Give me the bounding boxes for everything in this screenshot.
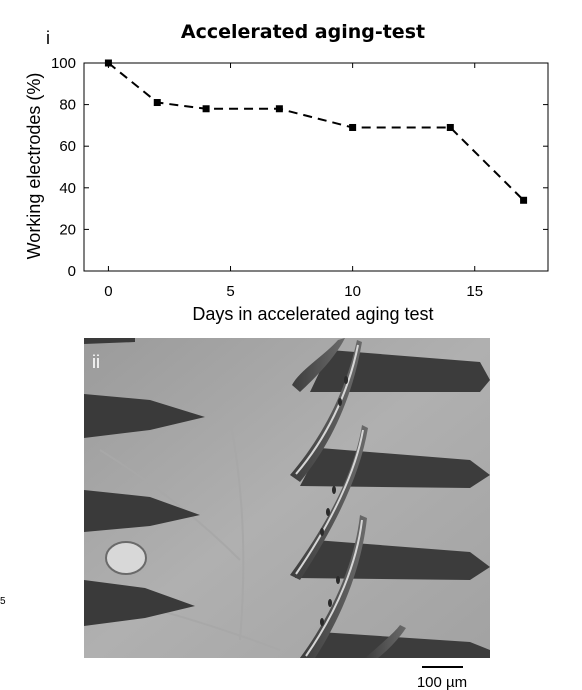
x-tick-label: 5: [226, 283, 234, 300]
margin-text: 5: [0, 596, 6, 607]
data-point: [202, 105, 210, 113]
y-axis-label: Working electrodes (%): [24, 73, 44, 260]
plot-frame: [83, 62, 549, 272]
x-axis-ticks: 0 5 10 15: [104, 63, 483, 300]
data-point: [446, 123, 454, 131]
data-point: [153, 99, 161, 107]
chart-title: Accelerated aging-test: [181, 21, 425, 43]
x-axis-label: Days in accelerated aging test: [192, 304, 433, 324]
y-tick-label: 80: [59, 97, 76, 114]
x-tick-label: 0: [104, 283, 112, 300]
y-tick-label: 40: [59, 180, 76, 197]
scale-bar-label: 100 µm: [417, 674, 467, 690]
y-axis-ticks: 0 20 40 60 80 100: [51, 55, 548, 280]
panel-label-ii: ii: [92, 352, 100, 372]
data-point: [520, 196, 528, 204]
y-tick-label: 60: [59, 138, 76, 155]
series-markers: [104, 59, 528, 204]
y-tick-label: 100: [51, 55, 76, 72]
panel-label-i: i: [46, 28, 50, 48]
data-point: [275, 105, 283, 113]
data-point: [349, 123, 357, 131]
data-point: [104, 59, 112, 67]
series-line: [107, 62, 525, 202]
y-tick-label: 20: [59, 221, 76, 238]
x-tick-label: 10: [344, 283, 361, 300]
plot-area: 0 20 40 60 80 100 0 5 10 15: [51, 55, 549, 300]
y-tick-label: 0: [68, 263, 76, 280]
x-tick-label: 15: [466, 283, 483, 300]
sem-micrograph-image: [84, 338, 490, 658]
